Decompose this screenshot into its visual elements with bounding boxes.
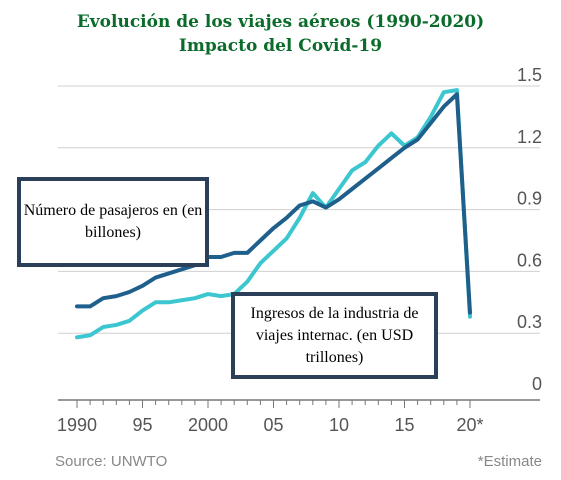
x-tick-label: 2000 (188, 415, 228, 435)
y-tick-labels: 0 0.3 0.6 0.9 1.2 1.5 (517, 65, 542, 394)
passengers-annotation-box: Número de pasajeros en (en billones) (17, 177, 209, 267)
x-tick-labels: 1990 95 2000 05 10 15 20* (57, 415, 484, 435)
y-tick-label: 1.5 (517, 65, 542, 85)
source-note: Source: UNWTO (55, 453, 167, 470)
revenue-annotation-box: Ingresos de la industria de viajes inter… (231, 292, 438, 379)
chart-title-line1: Evolución de los viajes aéreos (1990-202… (76, 12, 485, 32)
x-tick-label: 20* (456, 415, 483, 435)
x-tick-label: 95 (132, 415, 152, 435)
series-lines (75, 88, 472, 340)
x-tick-label: 15 (394, 415, 414, 435)
x-tick-label: 05 (263, 415, 283, 435)
revenue-annotation-text: Ingresos de la industria de viajes inter… (250, 304, 419, 366)
x-axis (58, 399, 540, 408)
y-tick-label: 0.9 (517, 189, 542, 209)
passengers-annotation-text: Número de pasajeros en (en billones) (23, 202, 203, 241)
x-tick-label: 1990 (57, 415, 97, 435)
passengers-series-line (75, 92, 472, 315)
y-tick-label: 0 (532, 374, 542, 394)
x-tick-label: 10 (329, 415, 349, 435)
y-tick-label: 0.6 (517, 250, 542, 270)
y-tick-label: 0.3 (517, 312, 542, 332)
chart-title-line2: Impacto del Covid-19 (178, 36, 383, 56)
y-tick-label: 1.2 (517, 127, 542, 147)
estimate-footnote: *Estimate (478, 453, 542, 470)
